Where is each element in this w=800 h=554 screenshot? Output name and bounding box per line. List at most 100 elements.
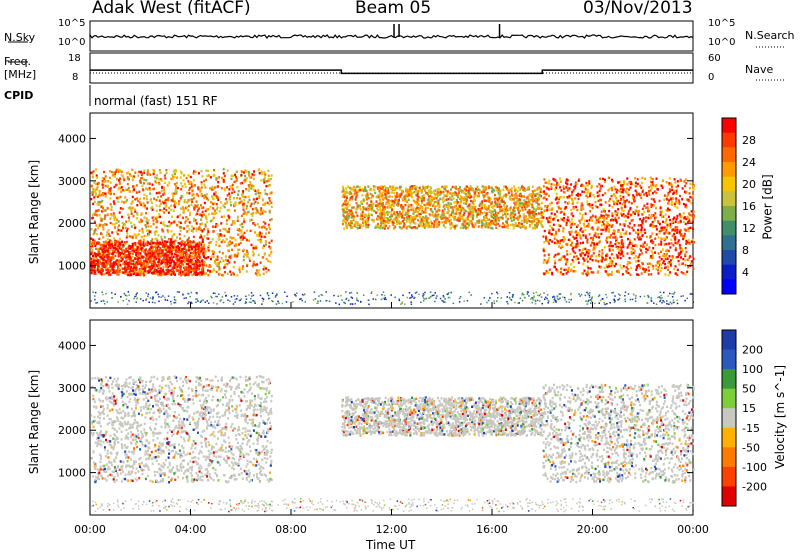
data-cell (667, 268, 670, 271)
data-cell (589, 205, 592, 208)
data-cell (170, 208, 173, 212)
data-cell (527, 201, 530, 204)
data-cell (437, 191, 440, 194)
data-cell (647, 273, 650, 276)
data-cell (377, 208, 380, 212)
data-cell (518, 204, 521, 207)
data-cell (383, 210, 386, 213)
data-cell (366, 202, 369, 205)
data-cell (196, 272, 199, 275)
data-cell (540, 211, 543, 214)
data-cell (110, 248, 113, 252)
data-cell (158, 178, 160, 181)
data-cell (166, 250, 169, 253)
data-cell (374, 226, 377, 229)
data-cell (477, 188, 480, 191)
data-cell (133, 243, 136, 247)
data-cell (131, 168, 134, 171)
data-cell (127, 263, 130, 266)
data-cell (250, 218, 253, 222)
data-cell (137, 241, 140, 245)
data-cell (180, 242, 183, 245)
data-cell (97, 241, 100, 244)
data-cell (93, 220, 96, 223)
data-cell (212, 216, 215, 219)
data-cell (345, 187, 348, 190)
data-cell (173, 264, 175, 268)
data-cell (213, 209, 216, 212)
data-cell (172, 209, 175, 212)
noise-right-tick-top: 10^5 (708, 18, 736, 29)
data-cell (177, 200, 180, 203)
data-cell (102, 224, 105, 227)
data-cell (194, 265, 197, 268)
data-cell (366, 189, 369, 192)
data-cell (197, 188, 200, 191)
data-cell (185, 176, 188, 180)
data-cell (183, 260, 186, 263)
data-cell (206, 220, 209, 224)
data-cell (146, 182, 149, 185)
data-cell (247, 201, 250, 204)
data-cell (155, 230, 158, 233)
data-cell (466, 218, 469, 221)
data-cell (90, 171, 93, 174)
data-cell (108, 262, 111, 265)
data-cell (367, 209, 370, 212)
data-cell (169, 272, 172, 275)
data-cell (237, 215, 240, 218)
data-cell (161, 239, 164, 243)
data-cell (135, 268, 138, 272)
data-cell (192, 256, 195, 259)
data-cell (404, 194, 407, 198)
data-cell (147, 219, 150, 222)
data-cell (95, 258, 98, 261)
data-cell (248, 259, 251, 262)
data-cell (201, 266, 204, 269)
data-cell (641, 213, 644, 216)
data-cell (219, 233, 222, 236)
data-cell (96, 263, 99, 266)
data-cell (196, 242, 199, 246)
data-cell (98, 237, 101, 241)
data-cell (427, 198, 430, 201)
data-cell (98, 252, 101, 256)
data-cell (263, 171, 266, 174)
data-cell (159, 247, 162, 250)
data-cell (254, 207, 257, 210)
data-cell (176, 215, 179, 219)
data-cell (248, 172, 251, 175)
data-cell (91, 213, 94, 217)
data-cell (117, 220, 120, 223)
data-cell (224, 202, 227, 205)
data-cell (207, 273, 210, 277)
data-cell (375, 200, 378, 203)
data-cell (256, 197, 258, 200)
data-cell (155, 247, 157, 251)
data-cell (111, 252, 114, 255)
data-cell (536, 188, 539, 191)
data-cell (143, 244, 146, 247)
data-cell (365, 226, 368, 229)
data-cell (171, 173, 174, 177)
data-cell (111, 267, 114, 270)
data-cell (165, 244, 168, 247)
data-cell (147, 233, 150, 236)
data-cell (521, 208, 524, 211)
data-cell (96, 182, 99, 185)
data-cell (104, 192, 107, 195)
data-cell (385, 190, 388, 193)
data-cell (148, 268, 151, 271)
data-cell (399, 214, 402, 218)
data-cell (122, 243, 125, 247)
data-cell (467, 226, 469, 229)
data-cell (155, 268, 158, 272)
data-cell (118, 237, 121, 240)
data-cell (141, 256, 144, 259)
data-cell (104, 222, 106, 226)
data-cell (488, 205, 491, 208)
data-cell (196, 259, 199, 262)
data-cell (489, 209, 491, 213)
data-cell (165, 272, 168, 275)
data-cell (254, 192, 257, 196)
